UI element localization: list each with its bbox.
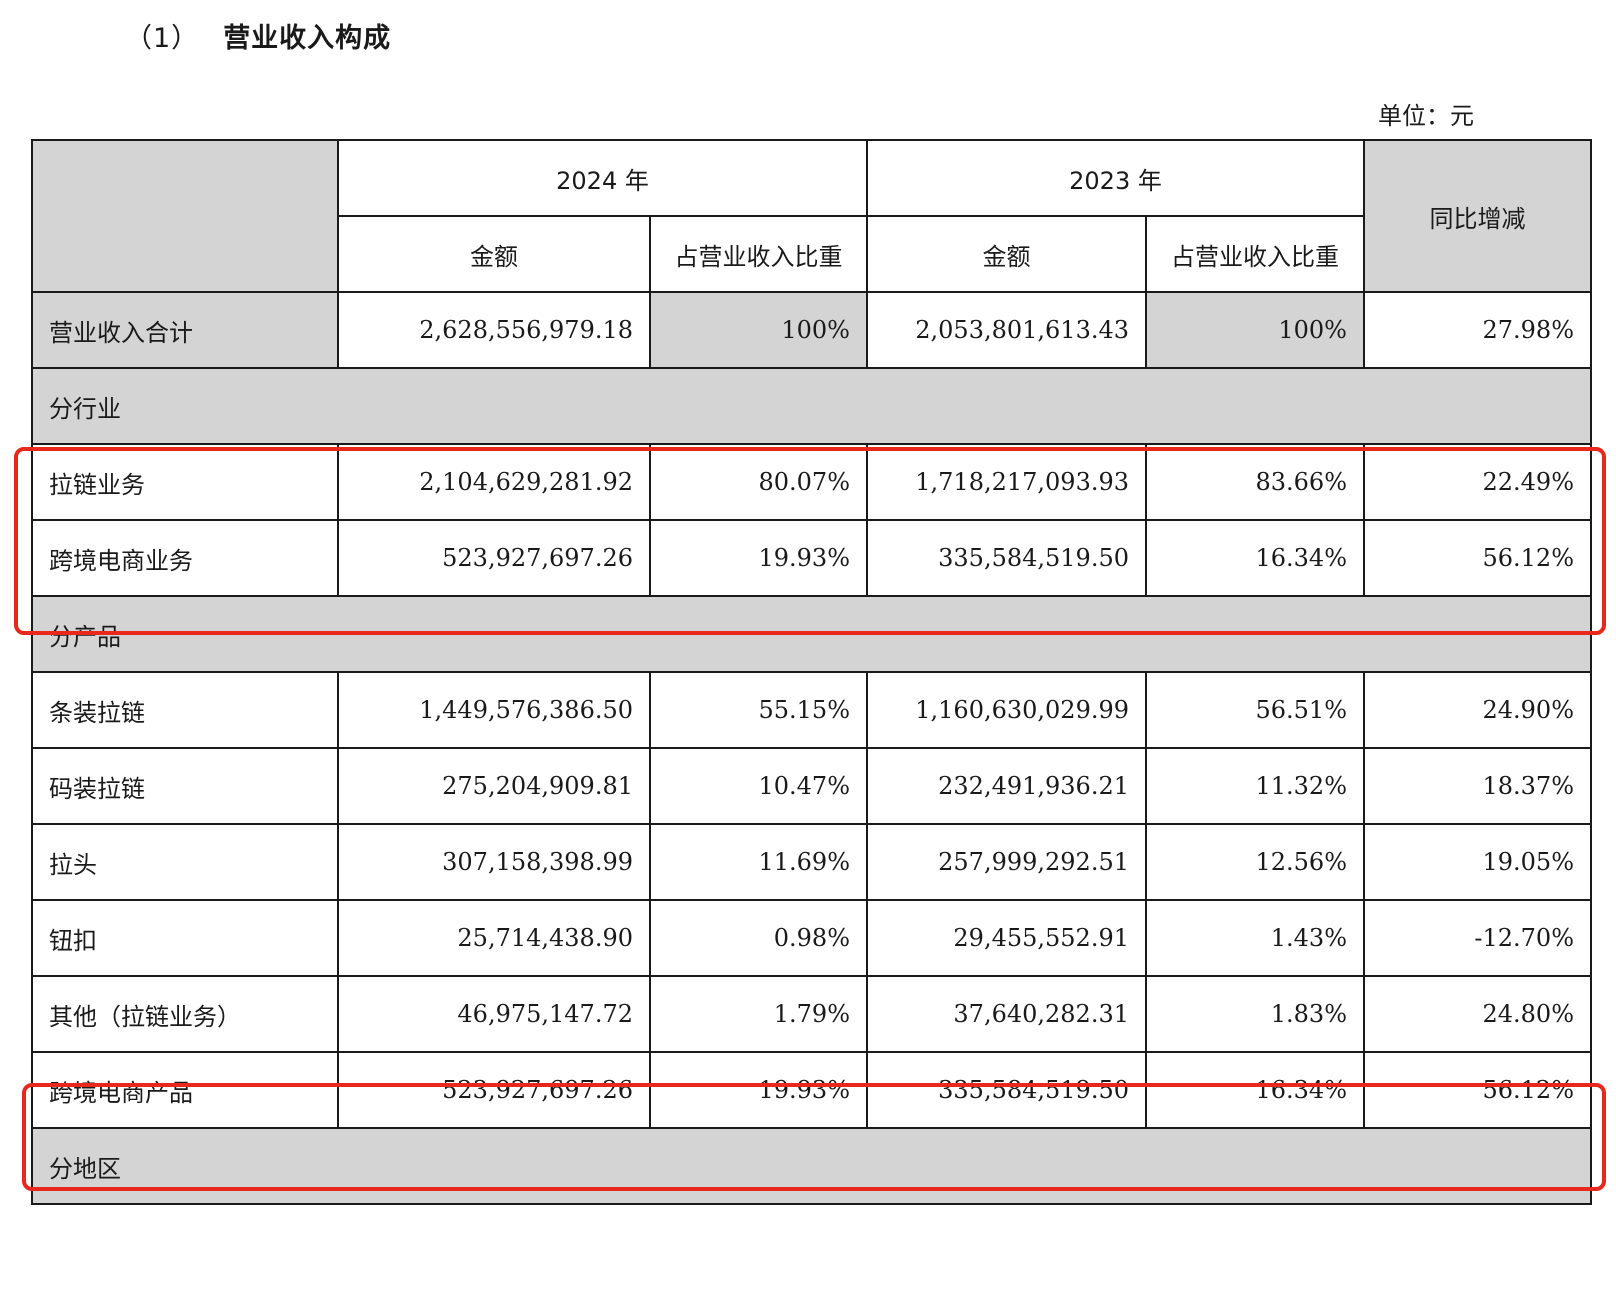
share-2024-cell: 100% bbox=[649, 291, 868, 369]
yoy-cell: 18.37% bbox=[1363, 747, 1592, 825]
table-row: 条装拉链 1,449,576,386.50 55.15% 1,160,630,0… bbox=[31, 671, 1592, 749]
amount-2023-cell: 335,584,519.50 bbox=[866, 1051, 1147, 1129]
share-2023-cell: 12.56% bbox=[1145, 823, 1365, 901]
row-label: 拉头 bbox=[31, 823, 339, 901]
row-label: 跨境电商业务 bbox=[31, 519, 339, 597]
amount-2024-cell: 275,204,909.81 bbox=[337, 747, 651, 825]
amount-2023-cell: 37,640,282.31 bbox=[866, 975, 1147, 1053]
table-row: 跨境电商产品 523,927,697.26 19.93% 335,584,519… bbox=[31, 1051, 1592, 1129]
amount-2023-cell: 1,718,217,093.93 bbox=[866, 443, 1147, 521]
total-row: 营业收入合计 2,628,556,979.18 100% 2,053,801,6… bbox=[31, 291, 1592, 369]
header-row-columns: 金额 占营业收入比重 金额 占营业收入比重 bbox=[32, 215, 1591, 293]
amount-2023-cell: 335,584,519.50 bbox=[866, 519, 1147, 597]
share-2023-cell: 100% bbox=[1145, 291, 1365, 369]
amount-2024-cell: 2,628,556,979.18 bbox=[337, 291, 651, 369]
amount-2024-cell: 307,158,398.99 bbox=[337, 823, 651, 901]
section-row-product: 分产品 bbox=[31, 595, 1592, 673]
share-2024-cell: 11.69% bbox=[649, 823, 868, 901]
share-2023-cell: 16.34% bbox=[1145, 1051, 1365, 1129]
table-row: 码装拉链 275,204,909.81 10.47% 232,491,936.2… bbox=[31, 747, 1592, 825]
header-amount-2024: 金额 bbox=[337, 215, 651, 293]
share-2023-cell: 56.51% bbox=[1145, 671, 1365, 749]
share-2024-cell: 10.47% bbox=[649, 747, 868, 825]
amount-2024-cell: 2,104,629,281.92 bbox=[337, 443, 651, 521]
share-2024-cell: 55.15% bbox=[649, 671, 868, 749]
yoy-cell: 27.98% bbox=[1363, 291, 1592, 369]
amount-2024-cell: 46,975,147.72 bbox=[337, 975, 651, 1053]
share-2024-cell: 0.98% bbox=[649, 899, 868, 977]
row-label: 钮扣 bbox=[31, 899, 339, 977]
header-year-2023: 2023 年 bbox=[866, 139, 1365, 217]
header-year-2024: 2024 年 bbox=[337, 139, 868, 217]
unit-label: 单位：元 bbox=[1378, 102, 1474, 130]
share-2024-cell: 80.07% bbox=[649, 443, 868, 521]
row-label: 码装拉链 bbox=[31, 747, 339, 825]
amount-2024-cell: 523,927,697.26 bbox=[337, 519, 651, 597]
table-row: 拉头 307,158,398.99 11.69% 257,999,292.51 … bbox=[31, 823, 1592, 901]
section-label: 分产品 bbox=[31, 595, 1592, 673]
row-label: 其他（拉链业务） bbox=[31, 975, 339, 1053]
amount-2023-cell: 232,491,936.21 bbox=[866, 747, 1147, 825]
header-amount-2023: 金额 bbox=[866, 215, 1147, 293]
header-share-2024: 占营业收入比重 bbox=[649, 215, 868, 293]
row-label: 拉链业务 bbox=[31, 443, 339, 521]
amount-2023-cell: 2,053,801,613.43 bbox=[866, 291, 1147, 369]
section-heading-text: 营业收入构成 bbox=[223, 23, 392, 54]
amount-2023-cell: 257,999,292.51 bbox=[866, 823, 1147, 901]
share-2024-cell: 19.93% bbox=[649, 519, 868, 597]
amount-2023-cell: 29,455,552.91 bbox=[866, 899, 1147, 977]
yoy-cell: 24.90% bbox=[1363, 671, 1592, 749]
table-row: 拉链业务 2,104,629,281.92 80.07% 1,718,217,0… bbox=[31, 443, 1592, 521]
header-share-2023: 占营业收入比重 bbox=[1145, 215, 1365, 293]
amount-2024-cell: 25,714,438.90 bbox=[337, 899, 651, 977]
row-label: 条装拉链 bbox=[31, 671, 339, 749]
section-row-region: 分地区 bbox=[31, 1127, 1592, 1205]
share-2023-cell: 1.83% bbox=[1145, 975, 1365, 1053]
table-row: 钮扣 25,714,438.90 0.98% 29,455,552.91 1.4… bbox=[31, 899, 1592, 977]
header-yoy: 同比增减 bbox=[1363, 139, 1592, 293]
share-2024-cell: 19.93% bbox=[649, 1051, 868, 1129]
share-2023-cell: 83.66% bbox=[1145, 443, 1365, 521]
share-2024-cell: 1.79% bbox=[649, 975, 868, 1053]
share-2023-cell: 11.32% bbox=[1145, 747, 1365, 825]
amount-2024-cell: 523,927,697.26 bbox=[337, 1051, 651, 1129]
share-2023-cell: 16.34% bbox=[1145, 519, 1365, 597]
header-corner-cell bbox=[31, 139, 339, 293]
yoy-cell: 19.05% bbox=[1363, 823, 1592, 901]
revenue-composition-table: 2024 年 2023 年 同比增减 金额 占营业收入比重 金额 占营业收入比重… bbox=[31, 139, 1592, 1205]
yoy-cell: 56.12% bbox=[1363, 519, 1592, 597]
table-row: 跨境电商业务 523,927,697.26 19.93% 335,584,519… bbox=[31, 519, 1592, 597]
yoy-cell: -12.70% bbox=[1363, 899, 1592, 977]
row-label: 跨境电商产品 bbox=[31, 1051, 339, 1129]
share-2023-cell: 1.43% bbox=[1145, 899, 1365, 977]
section-row-industry: 分行业 bbox=[31, 367, 1592, 445]
section-label: 分行业 bbox=[31, 367, 1592, 445]
section-title: （1） 营业收入构成 bbox=[125, 16, 391, 55]
yoy-cell: 56.12% bbox=[1363, 1051, 1592, 1129]
row-label: 营业收入合计 bbox=[31, 291, 339, 369]
amount-2023-cell: 1,160,630,029.99 bbox=[866, 671, 1147, 749]
section-number: （1） bbox=[125, 23, 200, 54]
section-label: 分地区 bbox=[31, 1127, 1592, 1205]
yoy-cell: 22.49% bbox=[1363, 443, 1592, 521]
header-row-years: 2024 年 2023 年 同比增减 bbox=[31, 139, 1592, 293]
table-row: 其他（拉链业务） 46,975,147.72 1.79% 37,640,282.… bbox=[31, 975, 1592, 1053]
amount-2024-cell: 1,449,576,386.50 bbox=[337, 671, 651, 749]
yoy-cell: 24.80% bbox=[1363, 975, 1592, 1053]
